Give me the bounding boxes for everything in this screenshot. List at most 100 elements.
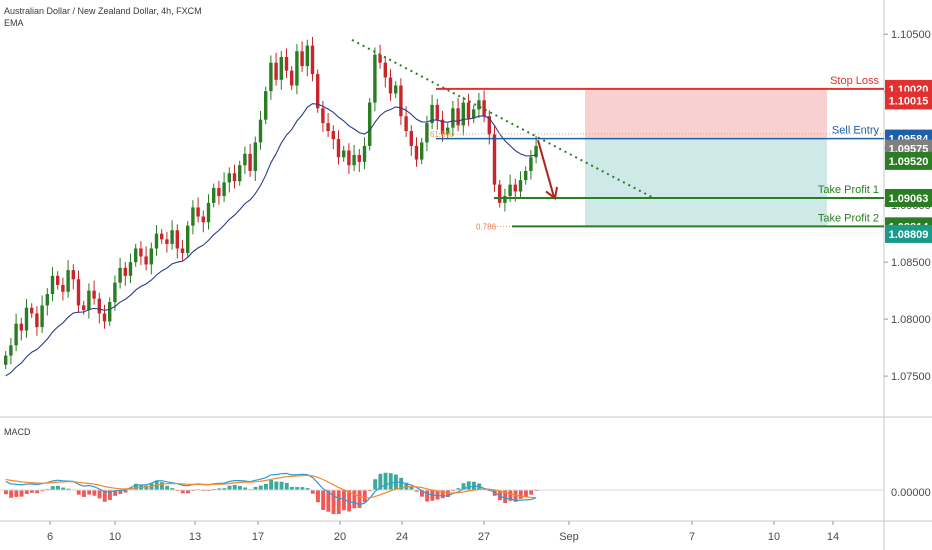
candle-body [435,104,439,120]
trend-line [351,39,653,199]
macd-histogram-bar [35,490,40,494]
candle-body [466,102,471,119]
macd-histogram-bar [274,481,279,490]
candle-body [227,173,231,183]
macd-histogram-bar [310,490,315,494]
macd-histogram-bar [40,490,45,492]
macd-histogram-bar [295,487,300,490]
macd-histogram-bar [222,488,227,490]
macd-histogram-bar [264,483,268,490]
time-tick-label: 27 [478,531,490,543]
macd-histogram-bar [503,490,508,504]
macd-histogram-bar [66,488,71,490]
macd-histogram-bar [232,484,237,490]
candle-body [134,248,138,263]
candle-body [472,109,476,119]
macd-line [5,472,537,506]
candle-body [378,54,382,63]
candle-body [9,345,13,356]
candle-body [362,145,367,162]
candle-body [144,256,148,265]
macd-histogram-bar [14,490,19,497]
level-price-tag [885,188,932,207]
candle-body [123,267,127,276]
candle-body [404,116,408,132]
candle-body [394,85,398,94]
macd-histogram-bar [378,473,383,490]
candle-body [264,91,268,120]
candle-body [118,267,122,283]
candle-body [66,270,70,292]
candle-body [508,184,512,197]
candle-body [217,188,221,197]
macd-histogram-bar [347,490,352,512]
macd-histogram-bar [56,485,60,490]
candle-body [446,127,450,135]
macd-histogram-bar [368,490,372,492]
candle-body [248,153,252,171]
candle-body [253,142,257,171]
candle-body [342,150,346,158]
time-tick-label: 7 [689,531,695,543]
extra-price-tag [885,151,932,170]
level-label: Sell Entry [832,125,880,137]
level-label: Take Profit 2 [818,212,879,224]
candle-body [139,248,143,257]
indicator-label-macd: MACD [4,427,31,437]
candle-body [4,355,8,365]
candle-body [238,165,242,182]
signal-line [5,474,537,499]
candle-body [456,108,460,126]
candle-body [279,56,283,80]
time-tick-label: 20 [334,531,346,543]
projection-arrow-head [545,186,558,201]
macd-histogram-bar [212,488,216,490]
macd-histogram-bar [76,490,81,495]
candle-body [352,155,356,166]
macd-histogram-bar [352,490,357,509]
price-tick-label: 1.08000 [891,314,931,326]
extra-price-text: 1.10015 [889,95,929,107]
indicator-label-ema: EMA [4,18,24,28]
candle-body [191,207,195,226]
extra-price-text: 1.08809 [889,229,929,241]
macd-histogram-bar [326,490,331,512]
level-price-text: 1.09063 [889,193,929,205]
candle-body [149,248,153,265]
macd-histogram-bar [290,486,294,490]
candle-body [102,313,107,322]
candle-body [399,85,403,117]
candle-body [414,145,419,160]
time-tick-label: Sep [559,531,579,543]
macd-histogram-bar [269,479,274,490]
candle-body [92,290,96,299]
candle-body [503,196,507,203]
macd-histogram-bar [102,490,107,502]
candle-body [128,262,133,276]
macd-histogram-bar [336,490,341,514]
macd-histogram-bar [19,490,24,497]
candle-body [373,54,377,103]
macd-histogram-bar [238,486,242,490]
time-tick-label: 10 [109,531,121,543]
macd-histogram-bar [113,490,118,496]
macd-histogram-bar [425,490,430,502]
candle-body [347,150,351,166]
macd-histogram-bar [24,490,29,494]
candle-body [336,139,341,158]
candle-body [498,184,502,203]
candle-body [196,207,200,217]
macd-histogram-bar [165,485,170,490]
macd-histogram-bar [357,490,362,508]
candle-body [300,51,304,67]
macd-histogram-bar [383,472,388,490]
candle-body [274,62,278,80]
candle-body [113,282,117,303]
candle-body [305,45,309,67]
candle-body [61,284,65,292]
reward-zone [585,138,827,227]
macd-histogram-bar [440,490,445,499]
candle-body [56,275,60,285]
candle-body [87,290,91,311]
